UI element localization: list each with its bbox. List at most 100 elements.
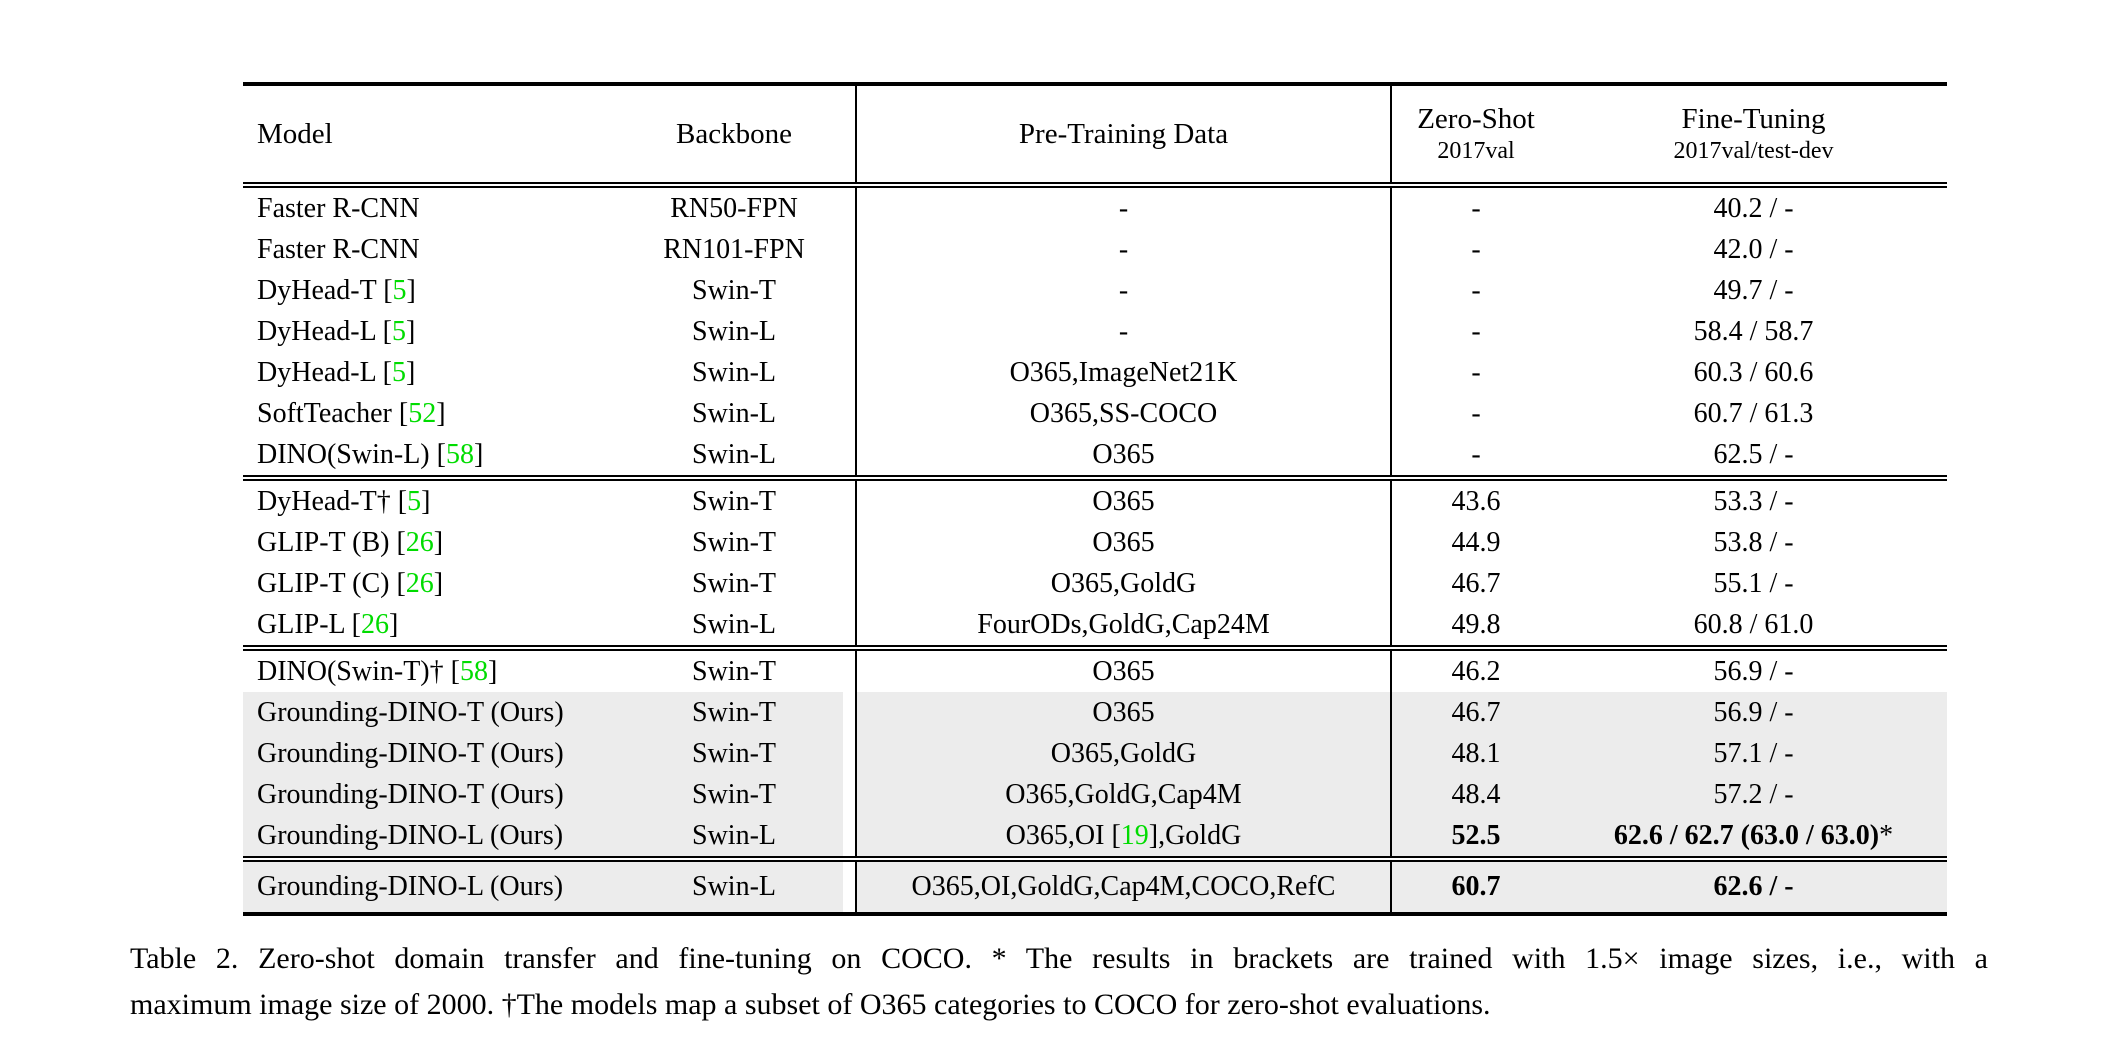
cell-zs: - bbox=[1390, 311, 1560, 352]
cell-backbone: Swin-L bbox=[613, 311, 855, 352]
col-header-pretrain: Pre-Training Data bbox=[855, 86, 1390, 182]
col-header-finetune: Fine-Tuning 2017val/test-dev bbox=[1560, 86, 1947, 182]
table-row: DyHead-L [5] Swin-L - - 58.4 / 58.7 bbox=[243, 311, 1947, 352]
cell-ft: 55.1 / - bbox=[1560, 563, 1947, 604]
cell-text: Swin-T bbox=[692, 656, 776, 687]
col-header-zeroshot: Zero-Shot 2017val bbox=[1390, 86, 1560, 182]
cell-text: 53.3 / - bbox=[1713, 486, 1794, 517]
caption-line-1: Table 2. Zero-shot domain transfer and f… bbox=[130, 942, 1988, 975]
cell-text: 43.6 bbox=[1451, 486, 1501, 517]
cell-backbone: Swin-T bbox=[613, 692, 855, 733]
cell-model: Grounding-DINO-T (Ours) bbox=[243, 774, 613, 815]
cell-pretrain: FourODs,GoldG,Cap24M bbox=[855, 604, 1390, 645]
cell-text: - bbox=[1118, 193, 1129, 224]
cell-text: DyHead-L [ bbox=[257, 357, 393, 388]
cell-text: O365 bbox=[1092, 527, 1155, 558]
cell-text: GLIP-T (C) [ bbox=[257, 568, 406, 599]
table-row: DyHead-L [5] Swin-L O365,ImageNet21K - 60.3 … bbox=[243, 352, 1947, 393]
cell-text: 58.4 / 58.7 bbox=[1693, 316, 1814, 347]
cell-text: - bbox=[1118, 275, 1129, 306]
cell-zs: 49.8 bbox=[1390, 604, 1560, 645]
cell-text: O365,OI [ bbox=[1005, 820, 1121, 851]
cell-text: - bbox=[1471, 439, 1481, 470]
cell-text: Grounding-DINO-L (Ours) bbox=[257, 871, 564, 902]
cell-text: Swin-L bbox=[692, 316, 776, 347]
cell-text: ] bbox=[436, 398, 446, 429]
cell-text: 60.8 / 61.0 bbox=[1693, 609, 1814, 640]
section-rule bbox=[243, 645, 1947, 651]
cell-text: GLIP-T (B) [ bbox=[257, 527, 406, 558]
cell-text: 42.0 / - bbox=[1713, 234, 1794, 265]
cell-backbone: Swin-T bbox=[613, 270, 855, 311]
cell-zs: 48.1 bbox=[1390, 733, 1560, 774]
table-row: Grounding-DINO-L (Ours) Swin-L O365,OI [19… bbox=[243, 815, 1947, 856]
cell-text: ] bbox=[473, 439, 484, 470]
cell-model: DyHead-T [5] bbox=[243, 270, 613, 311]
cell-text: 58 bbox=[445, 439, 474, 470]
cell-backbone: Swin-T bbox=[613, 733, 855, 774]
table-row: GLIP-L [26] Swin-L FourODs,GoldG,Cap24M 49.… bbox=[243, 604, 1947, 645]
cell-text: Grounding-DINO-T (Ours) bbox=[257, 697, 564, 728]
cell-zs: 48.4 bbox=[1390, 774, 1560, 815]
cell-text: Swin-T bbox=[692, 486, 776, 517]
cell-text: - bbox=[1471, 316, 1481, 347]
cell-zs: - bbox=[1390, 434, 1560, 475]
cell-ft: 58.4 / 58.7 bbox=[1560, 311, 1947, 352]
cell-ft: 60.3 / 60.6 bbox=[1560, 352, 1947, 393]
cell-text: ] bbox=[421, 486, 431, 517]
cell-text: O365,GoldG bbox=[1050, 568, 1197, 599]
cell-text: Faster R-CNN bbox=[257, 234, 420, 265]
cell-zs: 44.9 bbox=[1390, 522, 1560, 563]
col-header-backbone: Backbone bbox=[613, 86, 855, 182]
table-body: Faster R-CNN RN50-FPN - -40.2 / - Faster R-C… bbox=[243, 188, 1947, 912]
cell-model: DyHead-L [5] bbox=[243, 311, 613, 352]
cell-model: GLIP-L [26] bbox=[243, 604, 613, 645]
cell-model: Grounding-DINO-L (Ours) bbox=[243, 815, 613, 856]
cell-zs: - bbox=[1390, 229, 1560, 270]
cell-text: 49.7 / - bbox=[1713, 275, 1794, 306]
cell-text: RN50-FPN bbox=[670, 193, 798, 224]
cell-text: - bbox=[1471, 193, 1481, 224]
cell-text: RN101-FPN bbox=[663, 234, 805, 265]
col-header-model-label: Model bbox=[257, 118, 333, 150]
cell-zs: 46.7 bbox=[1390, 692, 1560, 733]
cell-text: 60.7 bbox=[1451, 871, 1501, 902]
cell-ft: 53.3 / - bbox=[1560, 481, 1947, 522]
cell-text: 60.3 / 60.6 bbox=[1693, 357, 1814, 388]
col-header-zeroshot-sublabel: 2017val bbox=[1437, 138, 1515, 164]
cell-ft: 56.9 / - bbox=[1560, 651, 1947, 692]
cell-ft: 53.8 / - bbox=[1560, 522, 1947, 563]
cell-zs: - bbox=[1390, 188, 1560, 229]
table-row: Grounding-DINO-T (Ours) Swin-T O365,GoldG 4… bbox=[243, 733, 1947, 774]
cell-pretrain: O365,OI [19],GoldG bbox=[855, 815, 1390, 856]
cell-model: Grounding-DINO-T (Ours) bbox=[243, 692, 613, 733]
cell-text: ],GoldG bbox=[1148, 820, 1242, 851]
section-rule bbox=[243, 856, 1947, 862]
table-header: Model Backbone Pre-Training Data Zero-Sh… bbox=[243, 86, 1947, 182]
cell-model: DINO(Swin-T)† [58] bbox=[243, 651, 613, 692]
cell-text: Grounding-DINO-T (Ours) bbox=[257, 779, 564, 810]
cell-text: DINO(Swin-T)† [ bbox=[257, 656, 460, 687]
cell-text: Swin-T bbox=[692, 527, 776, 558]
table-row: Grounding-DINO-T (Ours) Swin-T O365 46.7 56.… bbox=[243, 692, 1947, 733]
cell-backbone: Swin-T bbox=[613, 563, 855, 604]
cell-model: GLIP-T (B) [26] bbox=[243, 522, 613, 563]
cell-backbone: Swin-T bbox=[613, 651, 855, 692]
table-row: DyHead-T† [5] Swin-T O365 43.6 53.3 / - bbox=[243, 481, 1947, 522]
cell-ft: 57.2 / - bbox=[1560, 774, 1947, 815]
table-row: Grounding-DINO-L (Ours) Swin-L O365,OI,Gol… bbox=[243, 862, 1947, 912]
cell-ft: 60.8 / 61.0 bbox=[1560, 604, 1947, 645]
table-block: DyHead-T† [5] Swin-T O365 43.6 53.3 / - GLIP-… bbox=[243, 481, 1947, 645]
cell-text: ] bbox=[433, 568, 444, 599]
table-row: SoftTeacher [52] Swin-L O365,SS-COCO - 60.7 … bbox=[243, 393, 1947, 434]
cell-text: Grounding-DINO-L (Ours) bbox=[257, 820, 564, 851]
cell-text: 49.8 bbox=[1451, 609, 1501, 640]
cell-text: 46.7 bbox=[1451, 568, 1501, 599]
cell-text: DyHead-L [ bbox=[257, 316, 393, 347]
cell-backbone: Swin-T bbox=[613, 481, 855, 522]
cell-pretrain: O365,GoldG,Cap4M bbox=[855, 774, 1390, 815]
col-header-zeroshot-label: Zero-Shot bbox=[1417, 103, 1535, 135]
cell-text: 5 bbox=[392, 275, 407, 306]
cell-text: O365 bbox=[1092, 486, 1155, 517]
cell-text: 52.5 bbox=[1451, 820, 1501, 851]
